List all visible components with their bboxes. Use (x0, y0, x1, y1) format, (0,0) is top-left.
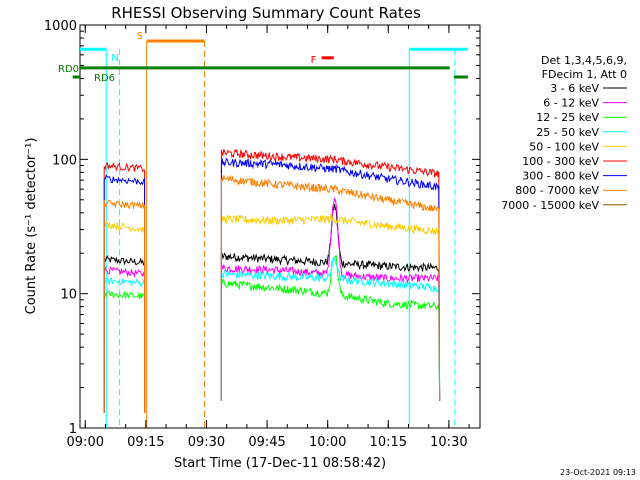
y-tick-label: 10 (60, 288, 77, 303)
series-100-300-kev (103, 148, 441, 413)
series-6-12-kev (103, 197, 441, 413)
series-line (103, 197, 441, 413)
chart-title: RHESSI Observing Summary Count Rates (111, 4, 421, 22)
x-tick-label: 09:45 (248, 435, 285, 450)
y-tick-label: 100 (52, 153, 77, 168)
legend-label: 3 - 6 keV (550, 82, 599, 95)
series-layer (103, 148, 441, 413)
x-axis-label: Start Time (17-Dec-11 08:58:42) (174, 456, 386, 471)
x-tick-label: 10:15 (370, 435, 407, 450)
legend-label: 6 - 12 keV (543, 97, 599, 110)
y-tick-label: 1 (69, 422, 77, 437)
legend-label: 25 - 50 keV (536, 126, 599, 139)
annotation-label-saa: S (137, 31, 143, 42)
y-axis: 1 10 100 1000 (44, 19, 480, 437)
y-axis-label: Count Rate (s⁻¹ detector⁻¹) (24, 138, 39, 315)
series-line (103, 213, 441, 413)
series-line (103, 254, 441, 413)
x-tick-label: 10:00 (309, 435, 346, 450)
series-line (103, 174, 441, 413)
series-50-100-kev (103, 213, 441, 413)
annotation-label-rd: RD6 (94, 73, 115, 84)
footer-date: 23-Oct-2021 09:13 (560, 468, 636, 477)
x-axis: 09:00 09:15 09:30 09:45 10:00 10:15 10:30 (67, 25, 470, 450)
annotation-label-rd: RD0 (58, 64, 79, 75)
series-800-7000-kev (103, 174, 441, 413)
legend-header: Det 1,3,4,5,6,9, (541, 54, 627, 67)
series-line (103, 148, 441, 413)
legend: Det 1,3,4,5,6,9,FDecim 1, Att 03 - 6 keV… (501, 54, 627, 212)
legend-label: 50 - 100 keV (529, 140, 599, 153)
series-line (103, 256, 441, 413)
x-tick-label: 10:30 (430, 435, 467, 450)
series-line (103, 157, 441, 413)
annotation-label-flare: F (311, 55, 317, 66)
annotation-label-night: N (111, 53, 118, 64)
legend-label: 7000 - 15000 keV (501, 199, 599, 212)
plot-frame (79, 24, 481, 429)
x-tick-label: 09:15 (127, 435, 164, 450)
series-300-800-kev (103, 157, 441, 413)
status-annotations: N S F RD0 RD6 (58, 31, 468, 428)
legend-label: 300 - 800 keV (522, 170, 599, 183)
legend-label: 100 - 300 keV (522, 155, 599, 168)
series-25-50-kev (103, 256, 441, 413)
x-tick-label: 09:30 (188, 435, 225, 450)
legend-label: 12 - 25 keV (536, 111, 599, 124)
legend-label: 800 - 7000 keV (515, 184, 599, 197)
x-tick-label: 09:00 (67, 435, 104, 450)
y-tick-label: 1000 (44, 19, 77, 34)
legend-header: FDecim 1, Att 0 (542, 68, 627, 81)
series-12-25-kev (103, 254, 441, 413)
